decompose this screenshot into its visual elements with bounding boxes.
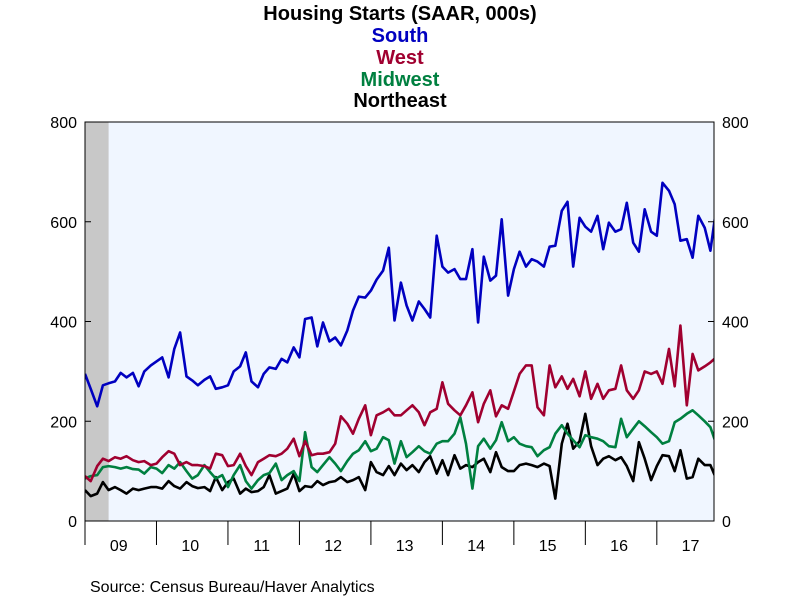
y-tick-label-right: 400 bbox=[722, 315, 749, 332]
series-line-south bbox=[85, 181, 714, 408]
plot-background bbox=[85, 122, 714, 521]
series-line-west bbox=[85, 324, 714, 483]
plot-area bbox=[85, 122, 714, 521]
x-tick-label: 11 bbox=[253, 538, 270, 555]
series-line-northeast bbox=[85, 412, 714, 500]
chart-title: Housing Starts (SAAR, 000s) bbox=[263, 3, 536, 25]
legend-west: West bbox=[376, 47, 424, 69]
series-lines bbox=[85, 181, 714, 500]
y-tick-label-right: 0 bbox=[722, 514, 731, 531]
legend-northeast: Northeast bbox=[353, 90, 447, 112]
x-tick-label: 13 bbox=[396, 538, 414, 555]
x-tick-label: 17 bbox=[682, 538, 700, 555]
x-tick-label: 10 bbox=[181, 538, 199, 555]
y-tick-label-left: 400 bbox=[50, 315, 77, 332]
x-tick-label: 09 bbox=[110, 538, 128, 555]
y-tick-label-left: 200 bbox=[50, 414, 77, 431]
x-tick-label: 16 bbox=[610, 538, 628, 555]
x-tick-label: 12 bbox=[324, 538, 342, 555]
legend-midwest: Midwest bbox=[361, 69, 440, 91]
y-tick-label-left: 600 bbox=[50, 215, 77, 232]
legend-south: South bbox=[372, 25, 429, 47]
y-tick-label-right: 600 bbox=[722, 215, 749, 232]
x-tick-label: 14 bbox=[467, 538, 485, 555]
source-note: Source: Census Bureau/Haver Analytics bbox=[90, 579, 375, 596]
y-tick-label-left: 800 bbox=[50, 115, 77, 132]
y-tick-label-right: 800 bbox=[722, 115, 749, 132]
y-tick-label-left: 0 bbox=[68, 514, 77, 531]
y-tick-label-right: 200 bbox=[722, 414, 749, 431]
x-tick-label: 15 bbox=[539, 538, 557, 555]
axes: 0 0 200 200 400 400 600 600 800 800 09 10 11 12 13 14 15… bbox=[50, 115, 749, 555]
